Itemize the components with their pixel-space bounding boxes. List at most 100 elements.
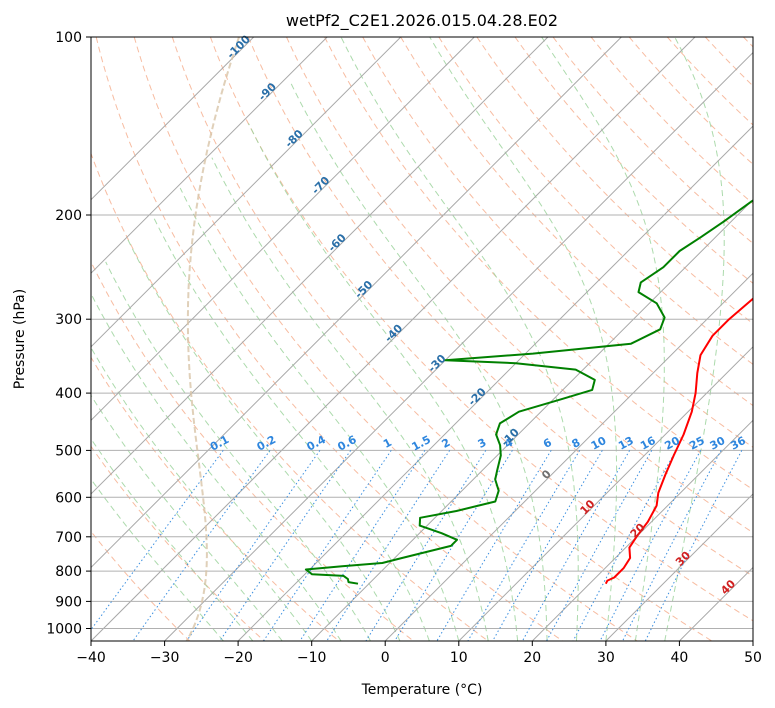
isotherm-label: 40 — [718, 577, 738, 597]
mixing-ratio-line — [467, 450, 581, 641]
isotherm-label: -20 — [466, 385, 489, 408]
isotherm — [91, 37, 255, 201]
mixing-ratio-line — [436, 450, 552, 641]
isotherm-label: -10 — [499, 426, 522, 449]
isotherm-label: 20 — [628, 520, 648, 540]
temperature-profile — [604, 297, 753, 585]
dry-adiabat — [286, 37, 753, 534]
moist-adiabat — [211, 157, 489, 641]
mixing-ratio-line — [263, 450, 392, 641]
dry-adiabat — [91, 445, 265, 641]
y-tick-label: 600 — [55, 490, 82, 506]
dry-adiabat — [91, 356, 340, 641]
y-axis-title: Pressure (hPa) — [12, 289, 28, 389]
isotherm — [237, 125, 753, 641]
isotherm — [384, 272, 753, 641]
y-tick-label: 400 — [55, 386, 82, 402]
moist-adiabat — [91, 394, 283, 641]
isotherm-label: -30 — [425, 352, 448, 375]
mixing-ratio-line — [546, 450, 653, 641]
dry-adiabat — [133, 37, 638, 641]
isotherm-label: 10 — [578, 497, 598, 517]
x-tick-label: 40 — [670, 650, 688, 666]
dry-adiabat — [171, 37, 713, 641]
mixing-ratio-line — [622, 450, 722, 641]
isotherm-label: -50 — [352, 278, 375, 301]
mixing-ratio-line — [644, 450, 743, 641]
moist-adiabat — [179, 187, 460, 641]
plot-frame — [90, 36, 754, 642]
mixing-ratio-label: 2 — [440, 436, 453, 451]
mixing-ratio-line — [365, 450, 487, 641]
mixing-ratio-label: 6 — [541, 436, 554, 451]
moist-adiabat — [429, 37, 618, 641]
y-tick-label: 500 — [55, 443, 82, 459]
mixing-ratio-label: 8 — [570, 436, 583, 451]
isotherm — [91, 37, 475, 422]
mixing-ratio-line — [219, 450, 352, 641]
isotherm — [91, 37, 549, 495]
moist-adiabat — [91, 346, 313, 641]
mixing-ratio-label: 36 — [728, 434, 748, 453]
y-tick-label: 300 — [55, 312, 82, 328]
moist-adiabat — [664, 37, 725, 641]
lcl-curve — [185, 37, 240, 641]
isotherm — [679, 566, 753, 641]
isotherm — [605, 493, 753, 641]
moist-adiabat — [91, 437, 254, 641]
mixing-ratio-line — [326, 450, 451, 641]
isotherm-label: -70 — [309, 174, 332, 197]
x-tick-label: 0 — [381, 650, 390, 666]
isotherm — [164, 51, 753, 641]
mixing-ratio-line — [599, 450, 702, 641]
mixing-ratio-line — [91, 450, 224, 631]
line-labels: 0.1 0.2 0.4 0.6 1 1.5 2 3 4 6 8 10 13 16 20 25 30 36-100-… — [208, 32, 748, 597]
moist-adiabat — [290, 83, 548, 641]
dry-adiabat — [209, 37, 753, 622]
isotherm-label: 30 — [673, 549, 693, 569]
x-tick-label: −10 — [297, 650, 327, 666]
isotherm — [91, 37, 402, 348]
dry-adiabat — [743, 37, 753, 48]
x-tick-label: −20 — [223, 650, 253, 666]
mixing-ratio-line — [132, 450, 271, 641]
x-tick-label: 10 — [450, 650, 468, 666]
x-tick-label: 20 — [523, 650, 541, 666]
y-tick-label: 1000 — [46, 622, 82, 638]
mixing-ratio-label: 10 — [589, 434, 609, 453]
chart-title: wetPf2_C2E1.2026.015.04.28.E02 — [286, 11, 558, 31]
moist-adiabat — [127, 239, 401, 641]
plot-area: 0.1 0.2 0.4 0.6 1 1.5 2 3 4 6 8 10 13 16 20 25 30 36-100-… — [91, 32, 753, 641]
mixing-ratio-line — [572, 450, 677, 641]
mixing-ratio-label: 16 — [638, 434, 658, 453]
dry-adiabat — [91, 152, 489, 641]
dry-adiabat — [95, 37, 563, 641]
y-tick-label: 800 — [55, 564, 82, 580]
mixing-ratio-line — [492, 450, 603, 641]
x-tick-label: 50 — [744, 650, 762, 666]
isotherm-label: -90 — [256, 80, 279, 103]
y-tick-label: 200 — [55, 208, 82, 224]
y-tick-label: 900 — [55, 594, 82, 610]
mixing-ratio-label: 3 — [476, 436, 489, 451]
mixing-ratio-line — [186, 450, 321, 641]
isotherm-label: -80 — [283, 127, 306, 150]
isotherm-label: -60 — [326, 231, 349, 254]
mixing-ratio-line — [522, 450, 631, 641]
mixing-ratio-label: 30 — [708, 434, 728, 453]
dry-adiabat — [91, 260, 414, 641]
mixing-ratio-label: 25 — [687, 434, 707, 453]
plot-clip-group — [91, 37, 753, 641]
axes: −40 −30 −20 −10 0 10 20 30 40 50 100 200 300 400 500 60… — [46, 30, 762, 666]
mixing-ratio-line — [299, 450, 426, 641]
isotherm — [311, 198, 753, 641]
mixing-ratio-label: 20 — [662, 434, 682, 453]
isotherm — [91, 37, 622, 569]
x-tick-label: −30 — [150, 650, 180, 666]
moist-adiabat — [151, 214, 430, 641]
y-tick-label: 700 — [55, 530, 82, 546]
dry-adiabat — [91, 530, 191, 641]
moist-adiabat — [91, 292, 342, 641]
isotherm — [458, 346, 753, 641]
